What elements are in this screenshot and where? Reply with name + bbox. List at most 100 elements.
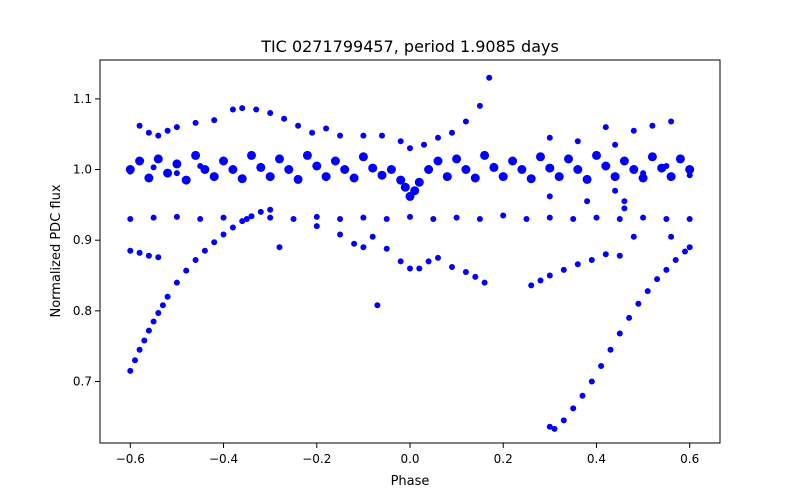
x-tick-label: 0.6 [680,452,699,466]
x-tick-label: −0.6 [116,452,145,466]
data-point [267,214,274,221]
data-point [435,134,441,141]
y-tick-label: 1.0 [73,163,92,177]
data-point [584,198,591,205]
data-point [649,122,656,129]
data-point [476,216,483,222]
data-point [592,150,601,160]
data-point [309,129,316,136]
data-point [537,277,544,284]
data-point [302,150,312,160]
data-point [635,300,642,307]
data-point [257,208,264,215]
data-point [197,216,204,222]
y-axis-label: Normalized PDC flux [49,184,64,317]
data-point [330,156,340,166]
data-point [607,346,614,353]
data-point [237,174,247,184]
data-point [588,257,595,263]
x-tick-label: 0.2 [494,452,513,466]
data-point [640,170,647,177]
data-point [145,129,152,136]
x-tick-label: 0.0 [400,452,419,466]
data-point [150,164,157,171]
data-point [570,405,577,412]
data-point [183,267,190,274]
data-point [612,187,619,194]
data-point [452,154,462,164]
data-point [461,165,471,174]
data-point [619,156,629,166]
data-point [145,327,152,334]
data-point [638,173,648,183]
data-point [351,240,358,247]
data-points [125,74,695,432]
data-point [275,154,284,164]
data-point [127,216,134,222]
data-point [574,138,581,145]
data-point [136,249,143,256]
data-point [672,257,679,263]
data-point [573,165,583,174]
data-point [433,156,443,166]
data-point [476,102,483,109]
data-point [374,302,381,309]
data-point [337,132,344,139]
data-point [560,417,567,424]
data-point [228,165,238,174]
data-point [127,247,134,254]
data-point [685,165,695,174]
data-point [621,205,628,212]
data-point [155,254,162,261]
data-point [629,165,639,174]
data-point [136,346,143,353]
data-point [181,175,191,185]
data-point [150,214,157,221]
data-point [368,163,378,173]
data-point [321,172,331,182]
data-point [647,152,657,162]
data-point [379,132,385,139]
data-point [209,172,219,182]
data-point [546,193,553,200]
data-point [132,357,138,364]
data-point [551,425,558,432]
data-point [383,216,390,222]
data-point [666,172,676,182]
data-point [663,266,670,273]
data-point [545,163,555,173]
data-point [173,170,180,177]
data-point [201,247,208,254]
y-tick-label: 1.1 [73,92,92,106]
data-point [407,145,413,152]
data-point [407,265,413,272]
data-point [229,106,236,113]
data-point [526,174,536,184]
data-point [267,110,274,116]
data-point [397,258,404,265]
data-point [498,172,508,182]
data-point [668,233,675,240]
data-point [243,216,250,222]
data-point [173,124,180,131]
data-point [481,279,488,286]
data-point [127,367,134,374]
data-point [449,129,455,136]
y-axis: 0.7 0.8 0.9 1.0 1.1 [73,92,100,389]
data-point [153,154,163,164]
data-point [265,172,275,182]
data-point [159,302,166,309]
data-point [668,118,675,125]
data-point [290,216,297,222]
data-point [574,261,581,268]
data-point [598,363,605,369]
data-point [582,174,592,184]
data-point [164,293,171,300]
data-point [470,173,480,183]
data-point [173,213,180,220]
data-point [220,214,227,221]
y-tick-label: 0.9 [73,233,92,247]
data-point [686,172,693,179]
data-point [579,392,586,399]
